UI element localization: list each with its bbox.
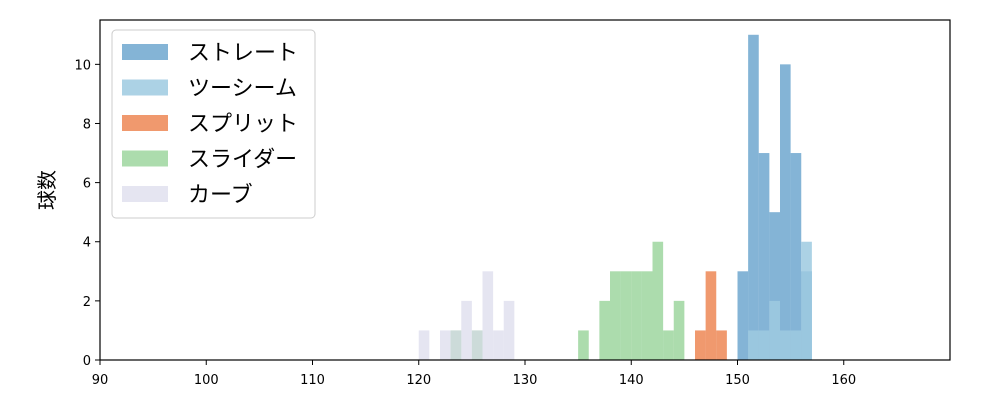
bar-series-3-bin-141 — [641, 271, 653, 360]
bars-layer — [418, 34, 812, 361]
legend-swatch — [122, 115, 168, 131]
x-tick-label: 140 — [619, 373, 644, 388]
y-axis: 0 2 4 6 8 10 — [74, 58, 100, 369]
legend-swatch — [122, 44, 168, 60]
legend-label: ストレート — [188, 41, 298, 66]
y-tick-label: 0 — [83, 354, 91, 369]
y-tick-label: 10 — [74, 58, 91, 73]
bar-series-4-bin-122 — [440, 330, 451, 360]
bar-series-3-bin-143 — [663, 330, 674, 360]
bar-series-0-bin-154 — [780, 64, 791, 360]
bar-series-3-bin-142 — [652, 241, 664, 360]
legend-label: スプリット — [188, 112, 298, 137]
bar-series-0-bin-151 — [748, 34, 759, 361]
bar-series-3-bin-137 — [599, 300, 610, 360]
x-tick-label: 110 — [300, 373, 325, 388]
bar-series-2-bin-146 — [695, 330, 706, 360]
x-tick-label: 160 — [831, 373, 856, 388]
bar-series-0-bin-155 — [790, 153, 802, 360]
y-tick-label: 6 — [83, 177, 91, 192]
bar-series-4-bin-126 — [482, 271, 494, 360]
x-tick-label: 130 — [513, 373, 538, 388]
bar-series-1-bin-154 — [780, 330, 791, 360]
bar-series-4-bin-124 — [461, 300, 472, 360]
bar-series-1-bin-153 — [769, 300, 780, 360]
y-tick-label: 2 — [83, 295, 91, 310]
bar-series-0-bin-150 — [737, 271, 749, 360]
bar-series-1-bin-156 — [801, 241, 812, 360]
y-tick-label: 4 — [83, 236, 91, 251]
bar-series-3-bin-135 — [578, 330, 589, 360]
y-tick-label: 8 — [83, 117, 91, 132]
bar-series-1-bin-152 — [758, 330, 770, 360]
x-axis: 90 100 110 120 130 140 150 160 — [92, 360, 856, 388]
bar-series-1-bin-151 — [748, 330, 759, 360]
x-tick-label: 120 — [406, 373, 431, 388]
bar-series-3-bin-139 — [620, 271, 632, 360]
bar-series-4-bin-127 — [493, 330, 504, 360]
bar-series-3-bin-140 — [631, 271, 642, 360]
legend-label: カーブ — [188, 183, 253, 208]
bar-series-4-bin-128 — [503, 300, 515, 360]
bar-series-3-bin-138 — [610, 271, 621, 360]
bar-series-4-bin-120 — [418, 330, 430, 360]
bar-series-0-bin-153 — [769, 212, 780, 360]
legend-label: ツーシーム — [188, 77, 297, 102]
legend-swatch — [122, 150, 168, 167]
x-tick-label: 150 — [725, 373, 750, 388]
x-tick-label: 100 — [194, 373, 219, 388]
bar-series-0-bin-152 — [758, 153, 770, 360]
legend-box — [111, 29, 316, 219]
bar-series-2-bin-147 — [705, 271, 717, 360]
legend-swatch — [122, 79, 168, 96]
bar-series-4-bin-125 — [471, 330, 483, 360]
bar-series-2-bin-148 — [716, 330, 727, 360]
bar-series-4-bin-123 — [450, 330, 462, 360]
y-axis-label: 球数 — [35, 170, 59, 210]
x-tick-label: 90 — [92, 373, 109, 388]
bar-series-1-bin-155 — [790, 330, 802, 360]
legend-label: スライダー — [188, 148, 297, 173]
legend-swatch — [122, 186, 168, 202]
bar-series-3-bin-144 — [673, 300, 685, 360]
